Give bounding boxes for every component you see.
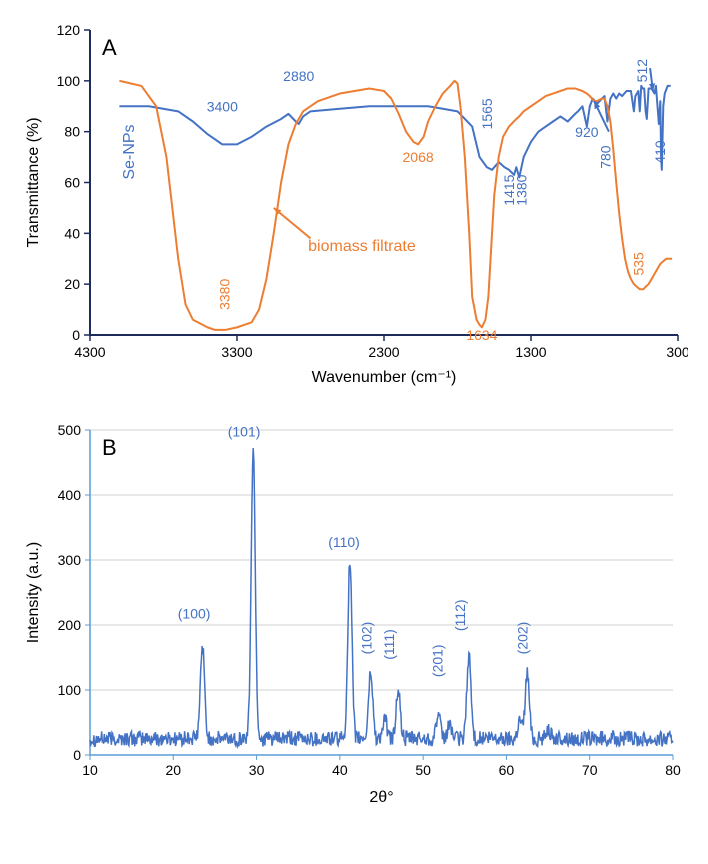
ftir-chart: 0 20 40 60 80 100 120 4300 3300 2300 1300 300 Wavenu… <box>20 20 688 390</box>
svg-text:535: 535 <box>630 252 646 276</box>
svg-text:100: 100 <box>57 73 81 89</box>
svg-text:4300: 4300 <box>74 344 105 360</box>
svg-text:(202): (202) <box>514 622 530 655</box>
svg-text:20: 20 <box>64 276 80 292</box>
svg-text:A: A <box>102 35 117 60</box>
svg-text:(102): (102) <box>359 622 375 655</box>
svg-text:0: 0 <box>73 747 81 763</box>
svg-text:3380: 3380 <box>217 279 233 310</box>
svg-text:200: 200 <box>58 617 82 633</box>
panel-a-container: 0 20 40 60 80 100 120 4300 3300 2300 1300 300 Wavenu… <box>20 20 688 390</box>
svg-text:Se-NPs: Se-NPs <box>121 124 138 179</box>
svg-text:30: 30 <box>249 762 265 778</box>
svg-text:2300: 2300 <box>368 344 399 360</box>
svg-text:(112): (112) <box>452 599 468 631</box>
svg-text:Transmittance (%): Transmittance (%) <box>25 117 42 247</box>
svg-text:100: 100 <box>58 682 82 698</box>
svg-text:500: 500 <box>58 422 82 438</box>
svg-text:(100): (100) <box>178 606 211 622</box>
svg-text:40: 40 <box>332 762 348 778</box>
svg-text:300: 300 <box>666 344 688 360</box>
svg-text:512: 512 <box>634 59 650 83</box>
svg-text:780: 780 <box>597 145 613 169</box>
svg-text:1300: 1300 <box>515 344 546 360</box>
svg-text:biomass filtrate: biomass filtrate <box>308 238 416 255</box>
svg-text:2θ°: 2θ° <box>369 789 393 806</box>
svg-text:3300: 3300 <box>221 344 252 360</box>
svg-text:400: 400 <box>58 487 82 503</box>
svg-text:2068: 2068 <box>403 149 434 165</box>
svg-text:(101): (101) <box>228 424 261 440</box>
svg-text:120: 120 <box>57 22 81 38</box>
svg-text:410: 410 <box>652 140 668 164</box>
svg-text:0: 0 <box>72 327 80 343</box>
svg-text:Wavenumber (cm⁻¹): Wavenumber (cm⁻¹) <box>312 369 457 386</box>
svg-text:1565: 1565 <box>479 98 495 129</box>
xrd-chart: 0 100 200 300 400 500 10 20 30 40 50 60 70 80 2θ° Inten… <box>20 420 688 810</box>
svg-text:80: 80 <box>665 762 681 778</box>
svg-text:3400: 3400 <box>207 98 238 114</box>
panel-b-container: 0 100 200 300 400 500 10 20 30 40 50 60 70 80 2θ° Inten… <box>20 420 688 810</box>
svg-text:70: 70 <box>582 762 598 778</box>
svg-text:920: 920 <box>575 124 599 140</box>
svg-text:50: 50 <box>415 762 431 778</box>
svg-text:(111): (111) <box>381 629 397 660</box>
svg-text:10: 10 <box>82 762 98 778</box>
svg-text:2880: 2880 <box>283 68 314 84</box>
svg-text:20: 20 <box>165 762 181 778</box>
svg-text:Intensity (a.u.): Intensity (a.u.) <box>25 542 42 643</box>
svg-text:60: 60 <box>499 762 515 778</box>
svg-text:1380: 1380 <box>514 174 530 205</box>
svg-text:B: B <box>102 435 117 460</box>
svg-text:80: 80 <box>64 124 80 140</box>
svg-text:300: 300 <box>58 552 82 568</box>
svg-text:(201): (201) <box>429 644 445 677</box>
svg-text:40: 40 <box>64 225 80 241</box>
svg-text:1634: 1634 <box>466 327 497 343</box>
svg-text:60: 60 <box>64 175 80 191</box>
svg-text:(110): (110) <box>328 534 360 550</box>
